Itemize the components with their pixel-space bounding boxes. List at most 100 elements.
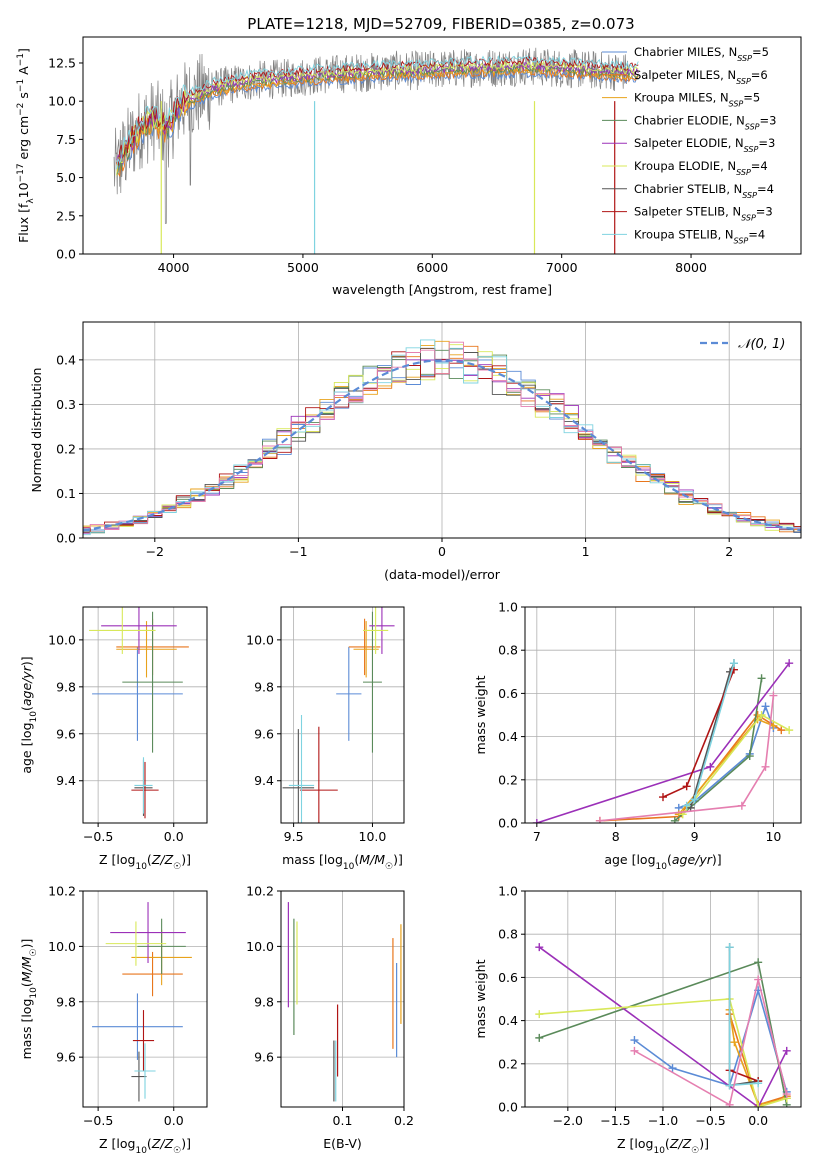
series-marker	[782, 1090, 791, 1099]
series-marker	[730, 1038, 739, 1047]
series-marker	[729, 659, 738, 668]
y-tick-label: 0.0	[56, 247, 76, 262]
x-tick-label: 7000	[546, 260, 578, 275]
legend-label: Chabrier ELODIE, NSSP=3	[634, 113, 776, 130]
x-tick-label: 0.2	[394, 1113, 414, 1128]
axes-frame	[82, 36, 802, 255]
data-point	[363, 611, 382, 753]
x-tick-label: −1.0	[648, 1113, 678, 1128]
data-point	[101, 607, 177, 654]
label-part: Z/Z	[151, 1136, 174, 1151]
y-tick-label: 0.0	[56, 531, 76, 546]
series-marker	[535, 943, 544, 952]
label-part: age/yr	[19, 665, 34, 706]
y-tick-label: 0.1	[56, 486, 76, 501]
plot-area	[92, 902, 192, 1102]
series-marker	[532, 819, 541, 823]
label-part: (	[147, 852, 152, 867]
x-tick-label: −2	[146, 544, 164, 559]
label-part: λ	[26, 198, 36, 204]
data-point	[105, 921, 167, 966]
label-part: (	[354, 852, 359, 867]
label-part: (	[667, 852, 672, 867]
legend-label-main: Kroupa STELIB, N	[634, 227, 734, 241]
y-tick-label: 9.6	[56, 726, 76, 741]
label-part: (	[19, 982, 34, 987]
normal-reference-curve	[83, 359, 801, 532]
x-tick-label: −0.5	[83, 1113, 113, 1128]
series-marker	[668, 1064, 677, 1073]
label-part: M/M	[359, 852, 385, 867]
model-spectrum-line	[116, 65, 639, 170]
label-part: 10	[656, 862, 668, 872]
y-tick-label: 1.0	[498, 884, 518, 899]
data-point	[353, 621, 379, 678]
label-part: Z/Z	[669, 1136, 692, 1151]
x-tick-label: 0.1	[333, 1113, 353, 1128]
axes-frame	[280, 606, 405, 824]
legend-label-sub: SSP	[734, 236, 749, 245]
legend-label-tail: =4	[751, 159, 768, 173]
y-tick-label: 0.6	[498, 686, 518, 701]
x-tick-label: −1	[289, 544, 307, 559]
series-line	[634, 979, 788, 1107]
label-part: ☉	[385, 862, 393, 872]
label-part: −2	[16, 103, 26, 116]
plot-area	[89, 607, 189, 819]
label-part: Z [log	[99, 852, 135, 867]
plot-area	[287, 902, 402, 1102]
residual-histogram-line	[83, 341, 801, 530]
model-spectrum-line	[116, 67, 639, 178]
data-point	[89, 607, 156, 654]
label-part: )]	[393, 852, 403, 867]
label-part: )]	[19, 656, 34, 666]
y-tick-label: 9.6	[56, 1050, 76, 1065]
label-part: −1	[16, 79, 26, 92]
legend-label-main: Kroupa MILES, N	[634, 91, 729, 105]
data-point	[92, 993, 183, 1060]
data-point	[122, 951, 183, 997]
data-point	[336, 646, 362, 741]
label-part: age [log	[604, 852, 655, 867]
data-point	[282, 729, 315, 823]
label-part: age [log	[19, 722, 34, 773]
x-axis-label: E(B-V)	[323, 1136, 362, 1151]
label-part: ☉	[173, 1146, 181, 1156]
data-point	[137, 918, 186, 975]
legend-label: Salpeter STELIB, NSSP=3	[634, 205, 773, 223]
y-axis-label: Flux [fλ10−17 erg cm−2 s−1 A−1]	[16, 48, 36, 243]
y-tick-label: 0.8	[498, 643, 518, 658]
y-tick-label: 0.6	[498, 970, 518, 985]
legend-label-tail: =3	[758, 136, 775, 150]
data-point	[92, 646, 183, 741]
series-marker	[659, 793, 667, 802]
label-part: )]	[19, 939, 34, 949]
plot-area	[113, 47, 639, 254]
label-part: )]	[181, 852, 191, 867]
x-tick-label: −2.0	[553, 1113, 583, 1128]
x-tick-label: 9	[691, 829, 699, 844]
legend-label: Kroupa STELIB, NSSP=4	[634, 227, 765, 245]
y-axis-label: Normed distribution	[29, 368, 44, 493]
x-tick-label: 9.5	[284, 829, 304, 844]
legend-label: Salpeter ELODIE, NSSP=3	[634, 136, 775, 154]
y-tick-label: 10.0	[48, 94, 76, 109]
y-tick-label: 0.0	[498, 816, 518, 831]
data-point	[131, 761, 159, 819]
residual-histogram-line	[83, 340, 801, 531]
legend-label-sub: SSP	[737, 54, 752, 63]
axes-frame	[82, 890, 208, 1108]
y-tick-label: 0.0	[498, 1100, 518, 1115]
label-part: Z [log	[617, 1136, 653, 1151]
x-axis-label: wavelength [Angstrom, rest frame]	[332, 282, 552, 297]
y-tick-label: 0.8	[498, 927, 518, 942]
y-tick-label: 9.4	[56, 773, 76, 788]
legend-label-main: Salpeter STELIB, N	[634, 205, 741, 219]
x-tick-label: 0.0	[748, 1113, 768, 1128]
x-tick-label: 6000	[416, 260, 448, 275]
label-part: 10	[343, 862, 355, 872]
legend-label: 𝒩(0, 1)	[738, 337, 785, 352]
label-part: Flux [f	[16, 203, 31, 243]
y-axis-label: mass weight	[473, 959, 488, 1038]
